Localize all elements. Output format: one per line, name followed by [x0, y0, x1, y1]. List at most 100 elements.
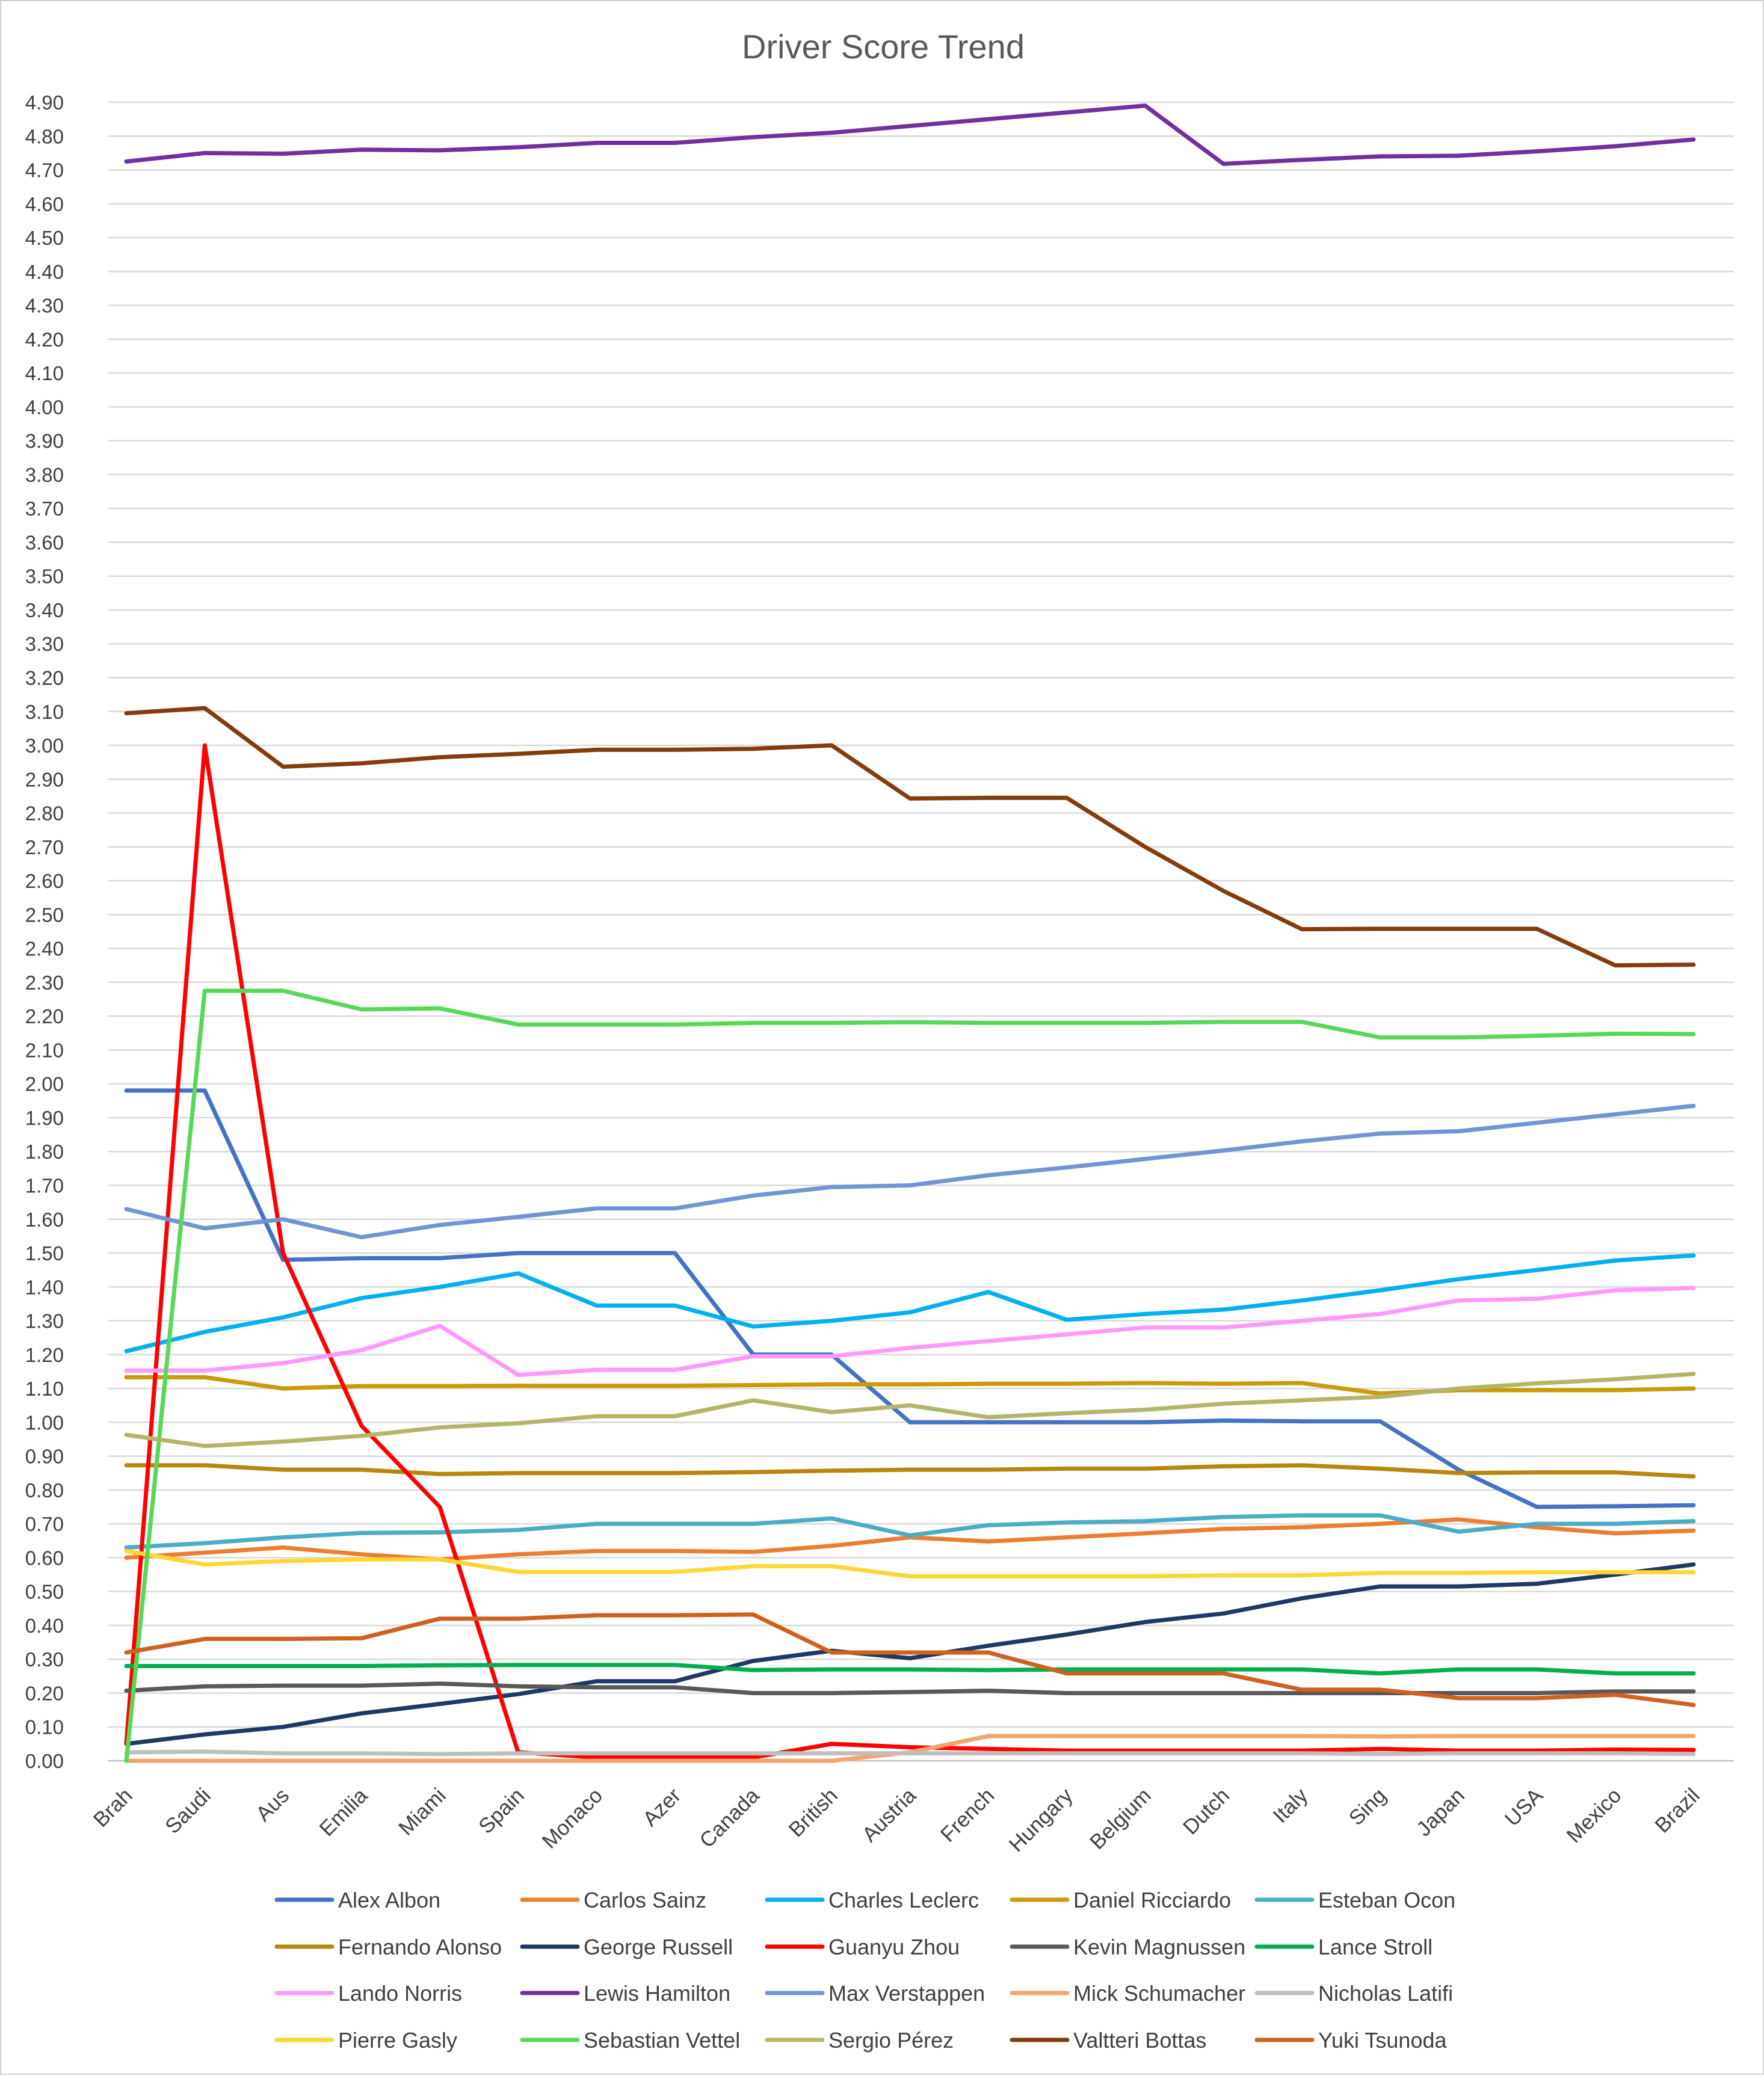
legend-item-guanyu-zhou[interactable]: Guanyu Zhou — [765, 1935, 960, 1959]
y-tick-label: 2.60 — [25, 870, 64, 892]
legend-item-yuki-tsunoda[interactable]: Yuki Tsunoda — [1254, 2028, 1447, 2053]
legend[interactable]: Alex Albon Carlos Sainz Charles Leclerc Dan… — [274, 1888, 1455, 2053]
series-line-daniel-ricciardo — [124, 1375, 1696, 1396]
x-tick-label: Mexico — [1562, 1784, 1626, 1847]
series-line-george-russell — [124, 1562, 1696, 1746]
y-tick-label: 3.20 — [25, 667, 64, 689]
legend-label: Carlos Sainz — [584, 1888, 706, 1912]
x-tick-label: USA — [1500, 1784, 1548, 1831]
series-line-kevin-magnussen — [124, 1681, 1696, 1695]
y-tick-label: 4.30 — [25, 295, 64, 317]
x-tick-label: Japan — [1412, 1784, 1469, 1841]
legend-label: Charles Leclerc — [828, 1888, 979, 1912]
chart-title: Driver Score Trend — [742, 28, 1025, 66]
x-tick-label: Italy — [1268, 1784, 1312, 1828]
x-tick-label: Sing — [1345, 1784, 1391, 1830]
legend-item-daniel-ricciardo[interactable]: Daniel Ricciardo — [1010, 1888, 1231, 1912]
legend-item-fernando-alonso[interactable]: Fernando Alonso — [274, 1935, 502, 1959]
x-tick-label: Azer — [638, 1784, 686, 1831]
legend-item-max-verstappen[interactable]: Max Verstappen — [765, 1981, 985, 2006]
series-line-sebastian-vettel — [124, 988, 1696, 1763]
y-tick-label: 1.00 — [25, 1411, 64, 1434]
y-tick-label: 4.40 — [25, 260, 64, 283]
legend-item-lance-stroll[interactable]: Lance Stroll — [1254, 1935, 1432, 1959]
series-line-valtteri-bottas — [124, 706, 1696, 968]
legend-item-esteban-ocon[interactable]: Esteban Ocon — [1254, 1888, 1455, 1912]
legend-label: Nicholas Latifi — [1318, 1981, 1453, 2006]
legend-item-george-russell[interactable]: George Russell — [520, 1935, 733, 1959]
x-tick-label: Dutch — [1179, 1784, 1234, 1839]
y-tick-label: 2.30 — [25, 972, 64, 994]
legend-item-nicholas-latifi[interactable]: Nicholas Latifi — [1254, 1981, 1453, 2006]
y-tick-label: 4.50 — [25, 227, 64, 249]
legend-item-lando-norris[interactable]: Lando Norris — [274, 1981, 462, 2006]
y-tick-label: 1.40 — [25, 1276, 64, 1298]
y-tick-label: 0.80 — [25, 1479, 64, 1502]
legend-label: Daniel Ricciardo — [1073, 1888, 1231, 1912]
legend-item-carlos-sainz[interactable]: Carlos Sainz — [520, 1888, 706, 1912]
y-tick-label: 0.20 — [25, 1682, 64, 1704]
legend-item-mick-schumacher[interactable]: Mick Schumacher — [1010, 1981, 1245, 2006]
y-tick-label: 2.10 — [25, 1039, 64, 1061]
y-tick-label: 4.60 — [25, 193, 64, 215]
legend-item-pierre-gasly[interactable]: Pierre Gasly — [274, 2028, 457, 2053]
y-tick-label: 1.70 — [25, 1174, 64, 1197]
y-tick-label: 3.80 — [25, 464, 64, 486]
y-tick-label: 4.80 — [25, 125, 64, 147]
legend-item-alex-albon[interactable]: Alex Albon — [274, 1888, 440, 1912]
x-tick-label: Spain — [474, 1784, 529, 1838]
y-tick-label: 0.90 — [25, 1446, 64, 1468]
series-line-lewis-hamilton — [124, 103, 1696, 166]
legend-label: Alex Albon — [338, 1888, 440, 1912]
legend-label: Lando Norris — [338, 1981, 462, 2006]
legend-label: George Russell — [584, 1935, 733, 1959]
legend-item-kevin-magnussen[interactable]: Kevin Magnussen — [1010, 1935, 1245, 1959]
x-tick-label: Canada — [695, 1784, 764, 1853]
legend-item-sergio-perez[interactable]: Sergio Pérez — [765, 2028, 954, 2053]
y-axis: 0.00 0.10 0.20 0.30 0.40 0.50 0.60 0.70 0.80 0.90… — [25, 91, 64, 1772]
x-tick-label: Hungary — [1005, 1784, 1078, 1856]
y-tick-label: 0.70 — [25, 1513, 64, 1535]
legend-label: Lewis Hamilton — [584, 1981, 730, 2006]
series-line-guanyu-zhou — [124, 743, 1696, 1760]
y-tick-label: 1.20 — [25, 1344, 64, 1366]
y-tick-label: 3.10 — [25, 701, 64, 723]
y-tick-label: 3.30 — [25, 633, 64, 655]
y-tick-label: 4.10 — [25, 362, 64, 384]
y-tick-label: 2.70 — [25, 836, 64, 858]
x-tick-label: Emilia — [315, 1784, 372, 1841]
legend-item-lewis-hamilton[interactable]: Lewis Hamilton — [520, 1981, 730, 2006]
y-tick-label: 0.60 — [25, 1547, 64, 1569]
legend-label: Lance Stroll — [1318, 1935, 1432, 1959]
gridlines — [108, 101, 1734, 1762]
legend-label: Max Verstappen — [828, 1981, 985, 2006]
x-axis: Brah Saudi Aus Emilia Miami Spain Monaco Azer Ca… — [89, 1784, 1704, 1857]
series-line-sergio-perez — [124, 1372, 1696, 1449]
series-line-max-verstappen — [124, 1103, 1696, 1240]
series-line-yuki-tsunoda — [124, 1612, 1696, 1707]
series-line-pierre-gasly — [124, 1548, 1696, 1579]
y-tick-label: 0.00 — [25, 1750, 64, 1772]
legend-label: Yuki Tsunoda — [1318, 2028, 1447, 2053]
series-line-charles-leclerc — [124, 1253, 1696, 1354]
legend-item-valtteri-bottas[interactable]: Valtteri Bottas — [1010, 2028, 1206, 2053]
x-tick-label: Austria — [858, 1784, 921, 1847]
y-tick-label: 1.80 — [25, 1141, 64, 1163]
y-tick-label: 4.20 — [25, 328, 64, 351]
legend-label: Fernando Alonso — [338, 1935, 502, 1959]
x-tick-label: Miami — [394, 1784, 451, 1840]
legend-item-sebastian-vettel[interactable]: Sebastian Vettel — [520, 2028, 740, 2053]
series-line-fernando-alonso — [124, 1463, 1696, 1479]
y-tick-label: 3.00 — [25, 735, 64, 757]
y-tick-label: 3.70 — [25, 497, 64, 520]
legend-label: Kevin Magnussen — [1073, 1935, 1245, 1959]
x-tick-label: French — [936, 1784, 999, 1847]
legend-item-charles-leclerc[interactable]: Charles Leclerc — [765, 1888, 979, 1912]
legend-label: Pierre Gasly — [338, 2028, 457, 2053]
series-line-lando-norris — [124, 1286, 1696, 1378]
series-line-nicholas-latifi — [124, 1749, 1696, 1757]
y-tick-label: 1.30 — [25, 1310, 64, 1332]
y-tick-label: 3.50 — [25, 565, 64, 588]
